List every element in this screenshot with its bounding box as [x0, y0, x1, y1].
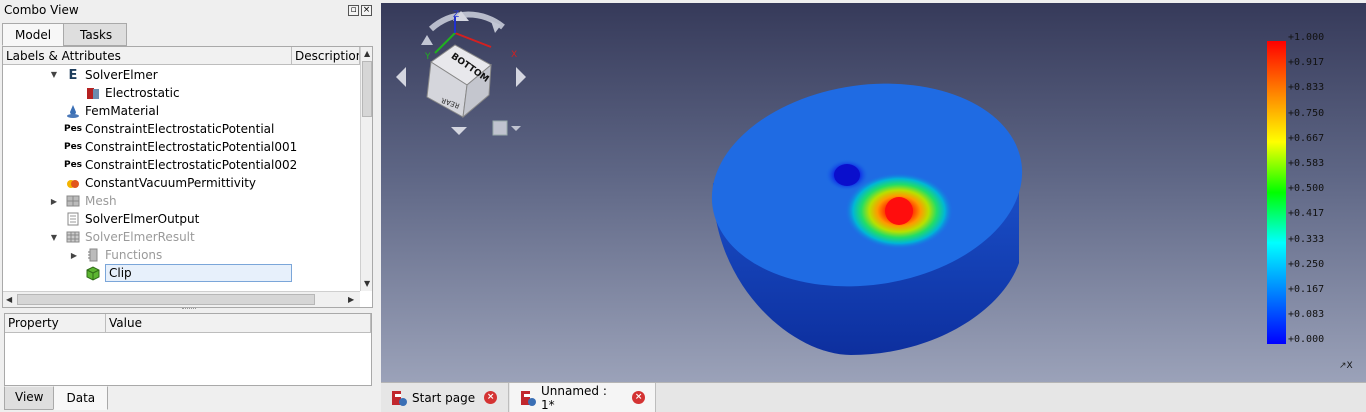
freecad-icon [391, 390, 407, 406]
legend-tick-label: +0.417 [1288, 208, 1325, 220]
material-drop-icon [65, 103, 81, 119]
rotate-right-icon[interactable] [491, 21, 501, 33]
tree-header-labels[interactable]: Labels & Attributes [3, 47, 292, 65]
tree-item-clip[interactable]: Clip [85, 264, 292, 282]
legend-tick-label: +0.083 [1288, 309, 1325, 321]
result-grid-icon [65, 229, 81, 245]
legend-tick-label: +0.000 [1288, 334, 1325, 346]
electrode-low [834, 164, 860, 186]
text-document-icon [65, 211, 81, 227]
axis-x-label: X [511, 50, 517, 60]
axis-z-label: Z [453, 10, 459, 20]
expand-arrow-icon[interactable]: ▶ [50, 197, 58, 206]
fem-result-model[interactable] [701, 83, 1041, 363]
axis-y-line [434, 32, 456, 54]
legend-tick-label: +0.167 [1288, 284, 1325, 295]
tree-item-mesh[interactable]: Mesh [65, 192, 117, 210]
tab-tasks[interactable]: Tasks [63, 23, 128, 46]
tree-item-solver-elmer-result[interactable]: SolverElmerResult [65, 228, 195, 246]
doc-tab-unnamed[interactable]: Unnamed : 1* × [510, 383, 656, 412]
functions-icon [85, 247, 101, 263]
freecad-icon [520, 390, 536, 406]
axis-y-label: Y [424, 52, 431, 62]
tree-horizontal-scrollbar[interactable]: ◀ ▶ [3, 291, 360, 307]
potential-constraint-icon: Pes [63, 142, 83, 152]
scroll-up-icon[interactable]: ▲ [364, 49, 371, 58]
scrollbar-thumb[interactable] [17, 294, 315, 305]
close-tab-icon[interactable]: × [484, 391, 498, 404]
collapse-arrow-icon[interactable]: ▼ [50, 233, 58, 242]
float-panel-button[interactable]: ▫ [348, 5, 359, 16]
legend-tick-label: +0.833 [1288, 82, 1325, 94]
rotate-arc[interactable] [428, 11, 505, 32]
collapse-arrow-icon[interactable]: ▼ [50, 70, 58, 79]
property-tabbar: View Data [4, 386, 109, 410]
3d-view[interactable]: BOTTOM REAR X Y Z [381, 3, 1366, 382]
clip-filter-icon [85, 265, 101, 281]
tree-item-constraint-potential-002[interactable]: Pes ConstraintElectrostaticPotential002 [63, 158, 298, 172]
potential-constraint-icon: Pes [63, 160, 83, 170]
doc-tab-start-page[interactable]: Start page × [381, 383, 509, 412]
view-menu-dropdown-icon[interactable] [511, 126, 521, 131]
tree-item-electrostatic[interactable]: Electrostatic [85, 84, 180, 102]
tab-view[interactable]: View [4, 386, 55, 410]
tree-item-constraint-potential[interactable]: Pes ConstraintElectrostaticPotential [63, 122, 275, 136]
value-header[interactable]: Value [106, 314, 371, 333]
legend-tick-label: +1.000 [1288, 32, 1325, 43]
property-editor[interactable]: Property Value [4, 313, 372, 386]
permittivity-icon [65, 175, 81, 191]
close-tab-icon[interactable]: × [632, 391, 645, 404]
scroll-down-icon[interactable]: ▼ [364, 279, 371, 288]
splitter-handle[interactable] [182, 308, 196, 311]
cube-body[interactable]: BOTTOM REAR [426, 44, 492, 119]
navigation-cube[interactable]: BOTTOM REAR X Y Z [391, 7, 531, 147]
tree-item-fem-material[interactable]: FemMaterial [65, 102, 159, 120]
tree-item-solver-elmer[interactable]: E SolverElmer [65, 66, 158, 84]
legend-tick-label: +0.667 [1288, 132, 1325, 144]
corner-axis-indicator: ↗X [1339, 361, 1353, 371]
potential-constraint-icon: Pes [63, 124, 83, 134]
legend-tick-label: +0.500 [1288, 183, 1325, 195]
view-menu-cube-icon[interactable] [492, 120, 508, 136]
tree-item-constraint-potential-001[interactable]: Pes ConstraintElectrostaticPotential001 [63, 140, 298, 154]
tree-header-description[interactable]: Description [292, 47, 360, 65]
combo-view-title: Combo View [4, 3, 79, 17]
corner-axis-icon: ↗ [1339, 361, 1347, 371]
legend-tick-label: +0.583 [1288, 158, 1325, 169]
solver-elmer-icon: E [68, 67, 78, 83]
legend-tick-label: +0.333 [1288, 233, 1325, 245]
scrollbar-thumb[interactable] [362, 61, 372, 117]
combo-tabbar: Model Tasks [2, 23, 128, 46]
rotate-left-icon[interactable] [421, 35, 433, 45]
tree-item-functions[interactable]: Functions [85, 246, 162, 264]
tree-item-solver-elmer-output[interactable]: SolverElmerOutput [65, 210, 199, 228]
model-tree[interactable]: Labels & Attributes Description ▼ E Solv… [2, 46, 373, 308]
close-panel-button[interactable]: × [361, 5, 372, 16]
equation-book-icon [85, 85, 101, 101]
axis-x-line [454, 32, 492, 48]
nav-arrow-right-icon[interactable] [516, 67, 526, 87]
nav-arrow-left-icon[interactable] [396, 67, 406, 87]
tab-data[interactable]: Data [53, 386, 109, 410]
color-scale-bar [1267, 41, 1286, 344]
property-header[interactable]: Property [5, 314, 106, 333]
combo-view: Combo View ▫ × Model Tasks Labels & Attr… [0, 0, 377, 412]
scroll-left-icon[interactable]: ◀ [6, 295, 13, 304]
tab-model[interactable]: Model [2, 23, 65, 46]
nav-arrow-down-icon[interactable] [451, 127, 467, 135]
expand-arrow-icon[interactable]: ▶ [70, 251, 78, 260]
nav-arrow-up-icon[interactable] [453, 11, 469, 21]
document-tabbar: Start page × Unnamed : 1* × [381, 382, 1366, 412]
scroll-right-icon[interactable]: ▶ [348, 295, 355, 304]
mesh-icon [65, 193, 81, 209]
electrode-high [885, 197, 913, 225]
legend-tick-label: +0.250 [1288, 258, 1325, 270]
legend-tick-label: +0.750 [1288, 107, 1325, 119]
legend-tick-label: +0.917 [1288, 57, 1325, 69]
tree-vertical-scrollbar[interactable]: ▲ ▼ [360, 47, 372, 291]
tree-item-constant-vacuum-permittivity[interactable]: ConstantVacuumPermittivity [65, 174, 256, 192]
